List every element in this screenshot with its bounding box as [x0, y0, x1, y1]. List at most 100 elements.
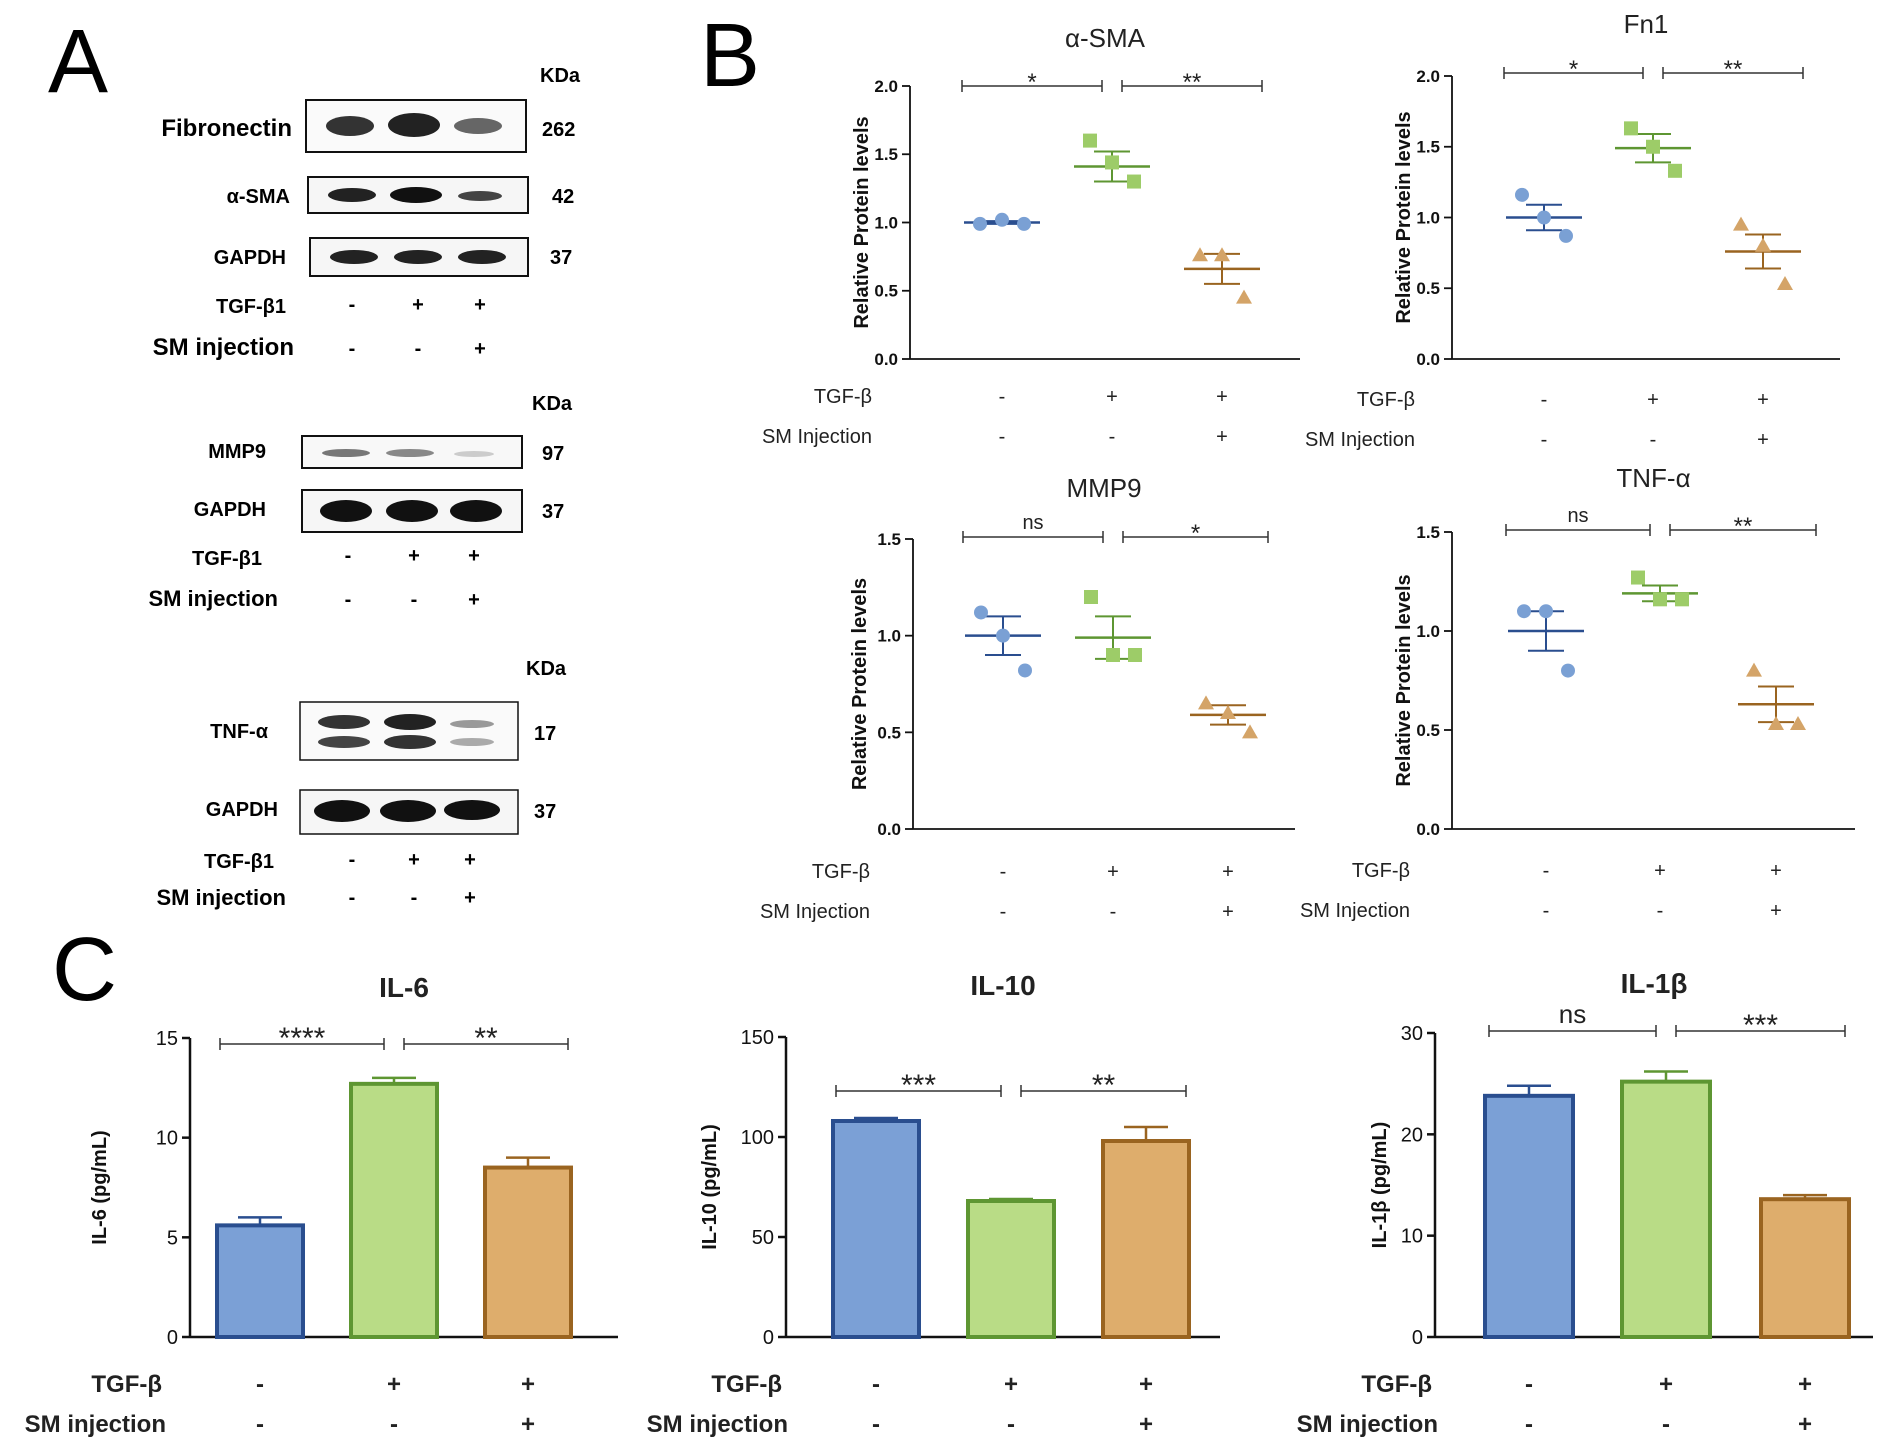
y-axis-label: IL-1β (pg/mL) — [1369, 1122, 1391, 1249]
condition-label-tgf: TGF-β1 — [204, 851, 274, 873]
data-point — [1777, 276, 1793, 291]
significance-label: ns — [1567, 505, 1588, 527]
data-point — [1083, 133, 1097, 148]
band — [458, 250, 506, 264]
y-tick-label: 0.0 — [874, 350, 898, 369]
data-point — [1624, 121, 1638, 136]
condition-label: SM injection — [1297, 1411, 1438, 1438]
condition-value: + — [1222, 901, 1234, 923]
data-point — [995, 212, 1009, 227]
condition-value: - — [1650, 429, 1657, 451]
y-tick-label: 0.5 — [1416, 279, 1440, 298]
y-tick-label: 1.5 — [877, 530, 901, 549]
data-point — [1017, 216, 1031, 231]
kda-label: KDa — [526, 658, 567, 680]
data-point — [1106, 648, 1120, 662]
significance-label: ** — [1734, 513, 1753, 540]
condition-value: + — [521, 1371, 535, 1398]
data-point — [996, 628, 1010, 643]
significance-label: ** — [1092, 1069, 1116, 1102]
y-tick-label: 1.0 — [1416, 208, 1440, 227]
condition-value: - — [1525, 1371, 1533, 1398]
y-tick-label: 2.0 — [874, 77, 898, 96]
y-tick-label: 0.0 — [1416, 350, 1440, 369]
band — [444, 800, 500, 820]
condition-value: - — [999, 386, 1006, 408]
y-tick-label: 15 — [156, 1028, 178, 1050]
data-point — [973, 216, 987, 231]
condition-value: - — [345, 589, 352, 611]
chart-title: IL-1β — [1621, 968, 1688, 999]
condition-label: SM Injection — [762, 426, 872, 448]
data-point — [1646, 139, 1660, 154]
significance-label: *** — [901, 1069, 936, 1102]
band — [390, 187, 442, 203]
significance-label: ** — [1183, 69, 1202, 96]
condition-value: + — [408, 849, 420, 871]
band — [328, 188, 376, 202]
band — [320, 500, 372, 522]
condition-label: TGF-β — [1352, 860, 1410, 882]
data-point — [1192, 247, 1208, 262]
data-point — [1084, 590, 1098, 604]
band — [322, 449, 370, 457]
y-tick-label: 1.5 — [1416, 523, 1440, 542]
condition-value: - — [349, 887, 356, 909]
condition-label: SM Injection — [1300, 900, 1410, 922]
condition-value: - — [1543, 860, 1550, 882]
blot-label-gapdh: GAPDH — [206, 799, 278, 821]
y-tick-label: 10 — [156, 1128, 178, 1150]
panel-label-c: C — [52, 920, 117, 1020]
condition-value: - — [1007, 1411, 1015, 1438]
band — [318, 715, 370, 729]
data-point — [1537, 210, 1551, 225]
blot-label-asma: α-SMA — [227, 186, 290, 208]
bar — [1483, 1093, 1575, 1339]
y-tick-label: 1.0 — [1416, 622, 1440, 641]
kda-value-gapdh: 37 — [550, 247, 572, 269]
y-tick-label: 1.5 — [874, 145, 898, 164]
data-point — [1561, 663, 1575, 678]
condition-value: - — [1541, 389, 1548, 411]
condition-value: + — [1216, 426, 1228, 448]
condition-value: + — [468, 545, 480, 567]
kda-value-gapdh: 37 — [534, 801, 556, 823]
condition-label: SM Injection — [760, 901, 870, 923]
y-tick-label: 0.5 — [874, 282, 898, 301]
condition-label-sm: SM injection — [153, 334, 294, 361]
band — [450, 720, 494, 728]
condition-label-sm: SM injection — [156, 885, 286, 910]
condition-value: + — [1139, 1411, 1153, 1438]
condition-label: SM injection — [25, 1411, 166, 1438]
condition-value: + — [1654, 860, 1666, 882]
condition-label: SM injection — [647, 1411, 788, 1438]
condition-value: - — [345, 545, 352, 567]
blot-label-mmp9: MMP9 — [208, 441, 266, 463]
western-blot-group-3: KDa TNF-α 17 GAPDH 37 TGF-β1 - + + SM in… — [156, 658, 566, 910]
condition-value: - — [1110, 901, 1117, 923]
chart-fn1: Fn1 0.0 0.5 1.0 1.5 2.0 Relative Protein level… — [1305, 9, 1840, 451]
band — [384, 735, 436, 749]
condition-value: - — [1541, 429, 1548, 451]
bar — [1101, 1139, 1191, 1339]
band — [386, 449, 434, 457]
condition-label-tgf: TGF-β1 — [192, 548, 262, 570]
data-point — [1517, 604, 1531, 619]
significance-label: * — [1191, 520, 1200, 547]
y-axis-label: IL-10 (pg/mL) — [699, 1124, 721, 1250]
kda-label: KDa — [540, 65, 581, 87]
y-axis-label: IL-6 (pg/mL) — [89, 1130, 111, 1244]
chart-title: IL-10 — [970, 970, 1035, 1001]
y-tick-label: 0 — [1412, 1327, 1423, 1349]
condition-value: + — [1757, 389, 1769, 411]
condition-label-tgf: TGF-β1 — [216, 296, 286, 318]
chart-title: IL-6 — [379, 972, 429, 1003]
data-point — [1746, 662, 1762, 677]
data-point — [1768, 716, 1784, 731]
condition-value: + — [464, 887, 476, 909]
kda-label: KDa — [532, 393, 573, 415]
chart-mmp9: MMP9 0.0 0.5 1.0 1.5 Relative Protein levels n… — [760, 473, 1295, 923]
condition-value: + — [1106, 386, 1118, 408]
condition-value: - — [1000, 901, 1007, 923]
